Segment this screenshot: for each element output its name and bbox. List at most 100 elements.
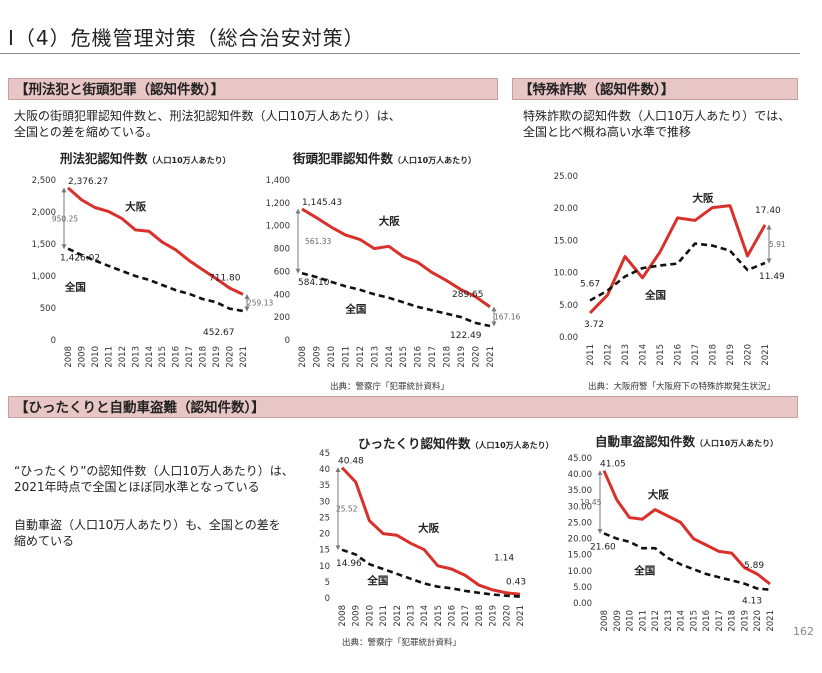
x-tick-label: 2013 bbox=[406, 605, 416, 627]
x-tick-label: 2009 bbox=[613, 610, 623, 632]
label-start-national: 584.10 bbox=[298, 278, 330, 288]
theft-description-1-line2: 2021年時点で全国とほぼ同水準となっている bbox=[14, 480, 260, 494]
x-tick-label: 2015 bbox=[399, 346, 409, 368]
y-tick-label: 600 bbox=[274, 267, 290, 277]
y-tick-label: 10.00 bbox=[554, 269, 578, 279]
x-tick-label: 2010 bbox=[91, 346, 101, 368]
fraud-description: 特殊詐欺の認知件数（人口10万人あたり）では、 全国と比べ概ね高い水準で推移 bbox=[523, 108, 790, 140]
label-series-national: 全国 bbox=[366, 574, 388, 587]
x-tick-label: 2018 bbox=[728, 610, 738, 632]
series-line-national bbox=[301, 271, 491, 328]
x-tick-label: 2018 bbox=[199, 346, 209, 368]
x-tick-label: 2012 bbox=[604, 344, 614, 366]
x-tick-label: 2016 bbox=[172, 346, 182, 368]
y-tick-label: 25 bbox=[319, 513, 330, 523]
y-tick-label: 500 bbox=[40, 304, 56, 314]
y-tick-label: 45.00 bbox=[568, 454, 592, 464]
series-line-national bbox=[341, 548, 521, 598]
x-tick-label: 2011 bbox=[638, 610, 648, 632]
theft-description-1-line1: “ひったくり”の認知件数（人口10万人あたり）は、 bbox=[14, 464, 294, 478]
label-end-national: 122.49 bbox=[450, 331, 482, 341]
series-line-osaka bbox=[588, 204, 767, 315]
x-tick-label: 2019 bbox=[489, 605, 499, 627]
label-start-osaka: 1,145.43 bbox=[302, 198, 342, 208]
source-note-police-1: 出典：警察庁「犯罪統計資料」 bbox=[330, 382, 450, 392]
x-tick-label: 2019 bbox=[740, 610, 750, 632]
x-tick-label: 2013 bbox=[621, 344, 631, 366]
y-tick-label: 2,000 bbox=[32, 208, 56, 218]
y-tick-label: 5.00 bbox=[573, 583, 592, 593]
label-gap-start: 561.33 bbox=[305, 237, 331, 246]
section-heading-crime: 【刑法犯と街頭犯罪（認知件数）】 bbox=[8, 78, 498, 100]
x-tick-label: 2016 bbox=[674, 344, 684, 366]
y-tick-label: 1,200 bbox=[266, 199, 290, 209]
y-tick-label: 200 bbox=[274, 313, 290, 323]
series-line-osaka bbox=[340, 466, 521, 596]
y-tick-label: 35.00 bbox=[568, 486, 592, 496]
x-tick-label: 2021 bbox=[486, 346, 496, 368]
x-tick-label: 2021 bbox=[766, 610, 776, 632]
x-tick-label: 2012 bbox=[356, 346, 366, 368]
y-tick-label: 5.00 bbox=[559, 301, 578, 311]
label-series-national: 全国 bbox=[644, 288, 666, 301]
label-gap-end: 259.13 bbox=[247, 299, 273, 308]
x-tick-label: 2018 bbox=[443, 346, 453, 368]
y-tick-label: 10 bbox=[319, 562, 330, 572]
y-tick-label: 0 bbox=[51, 336, 56, 346]
x-tick-label: 2019 bbox=[726, 344, 736, 366]
chart-title-street-sub: （人口10万人あたり） bbox=[393, 156, 477, 165]
x-tick-label: 2017 bbox=[461, 605, 471, 627]
x-tick-label: 2011 bbox=[379, 605, 389, 627]
x-tick-label: 2020 bbox=[744, 344, 754, 366]
x-tick-label: 2017 bbox=[428, 346, 438, 368]
label-end-national: 11.49 bbox=[759, 272, 785, 282]
label-gap-end: 167.16 bbox=[494, 312, 520, 321]
label-start-national: 21.60 bbox=[590, 542, 616, 552]
y-tick-label: 40.00 bbox=[568, 470, 592, 480]
x-tick-label: 2009 bbox=[312, 346, 322, 368]
page-number: 162 bbox=[793, 625, 814, 638]
label-start-national: 14.96 bbox=[336, 559, 362, 569]
y-tick-label: 40 bbox=[319, 465, 330, 475]
y-tick-label: 400 bbox=[274, 290, 290, 300]
x-tick-label: 2008 bbox=[298, 346, 308, 368]
y-tick-label: 0 bbox=[285, 336, 290, 346]
x-tick-label: 2021 bbox=[239, 346, 249, 368]
x-tick-label: 2008 bbox=[338, 605, 348, 627]
x-tick-label: 2018 bbox=[709, 344, 719, 366]
x-tick-label: 2009 bbox=[77, 346, 87, 368]
x-tick-label: 2011 bbox=[586, 344, 596, 366]
y-tick-label: 1,000 bbox=[32, 272, 56, 282]
x-tick-label: 2021 bbox=[761, 344, 771, 366]
chart-title-autotheft-main: 自動車盗認知件数 bbox=[595, 434, 696, 449]
y-tick-label: 25.00 bbox=[554, 172, 578, 182]
y-tick-label: 20.00 bbox=[568, 535, 592, 545]
y-tick-label: 1,400 bbox=[266, 176, 290, 186]
theft-description-2-line2: 縮めている bbox=[14, 534, 75, 548]
source-note-police-2: 出典：警察庁「犯罪統計資料」 bbox=[342, 638, 462, 648]
label-series-osaka: 大阪 bbox=[648, 488, 669, 501]
x-tick-label: 2016 bbox=[702, 610, 712, 632]
chart-title-street-main: 街頭犯罪認知件数 bbox=[293, 151, 394, 166]
x-tick-label: 2020 bbox=[753, 610, 763, 632]
series-line-osaka bbox=[602, 470, 771, 586]
crime-description-line2: 全国との差を縮めている。 bbox=[14, 125, 158, 139]
label-end-national: 452.67 bbox=[203, 328, 235, 338]
label-start-national: 1,426.02 bbox=[60, 254, 100, 264]
y-tick-label: 20.00 bbox=[554, 204, 578, 214]
label-gap-start: 19.45 bbox=[580, 498, 602, 507]
section-heading-theft: 【ひったくりと自動車盗難（認知件数）】 bbox=[8, 396, 798, 418]
x-tick-label: 2014 bbox=[677, 610, 687, 632]
y-tick-label: 15.00 bbox=[568, 551, 592, 561]
x-tick-label: 2015 bbox=[434, 605, 444, 627]
x-tick-label: 2015 bbox=[158, 346, 168, 368]
page-title: Ⅰ（4）危機管理対策（総合治安対策） bbox=[8, 26, 365, 50]
x-tick-label: 2008 bbox=[64, 346, 74, 368]
x-tick-label: 2017 bbox=[715, 610, 725, 632]
chart-title-street: 街頭犯罪認知件数（人口10万人あたり） bbox=[293, 148, 476, 167]
y-tick-label: 15.00 bbox=[554, 236, 578, 246]
label-series-national: 全国 bbox=[64, 281, 86, 294]
